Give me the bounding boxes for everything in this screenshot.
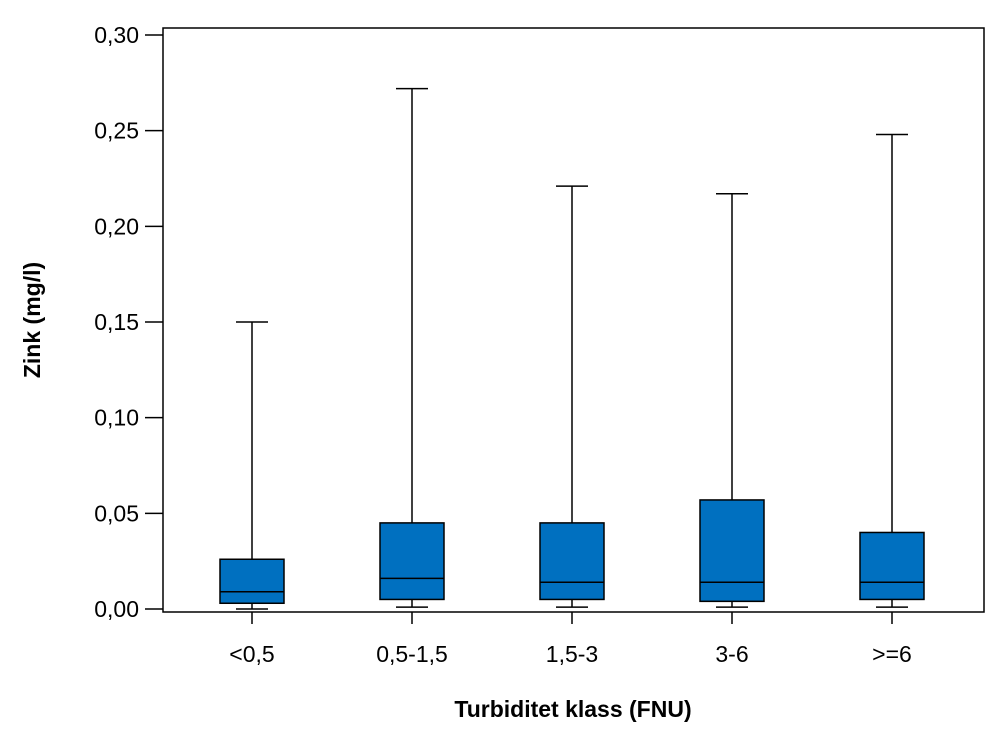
- y-tick-label: 0,20: [94, 213, 139, 239]
- box: [539, 522, 605, 601]
- x-axis-title: Turbiditet klass (FNU): [454, 696, 691, 722]
- y-tick-label: 0,25: [94, 118, 139, 144]
- y-tick-label: 0,30: [94, 22, 139, 48]
- plot-area-frame: [162, 27, 985, 613]
- boxes: [219, 87, 925, 610]
- x-tick-label: <0,5: [229, 641, 274, 667]
- x-tick-label: 1,5-3: [546, 641, 598, 667]
- y-tick-label: 0,05: [94, 500, 139, 526]
- y-axis: 0,00 0,05 0,10 0,15 0,20 0,25 0,30: [94, 22, 163, 622]
- x-tick-label: 3-6: [715, 641, 748, 667]
- x-tick-label: 0,5-1,5: [376, 641, 448, 667]
- box: [379, 522, 445, 601]
- x-axis: <0,5 0,5-1,5 1,5-3 3-6 >=6: [229, 612, 912, 667]
- box: [219, 558, 285, 605]
- y-tick-label: 0,15: [94, 309, 139, 335]
- y-tick-label: 0,00: [94, 596, 139, 622]
- box: [859, 531, 925, 601]
- y-tick-label: 0,10: [94, 405, 139, 431]
- x-tick-label: >=6: [872, 641, 912, 667]
- box: [699, 499, 765, 603]
- y-axis-title: Zink (mg/l): [19, 262, 45, 378]
